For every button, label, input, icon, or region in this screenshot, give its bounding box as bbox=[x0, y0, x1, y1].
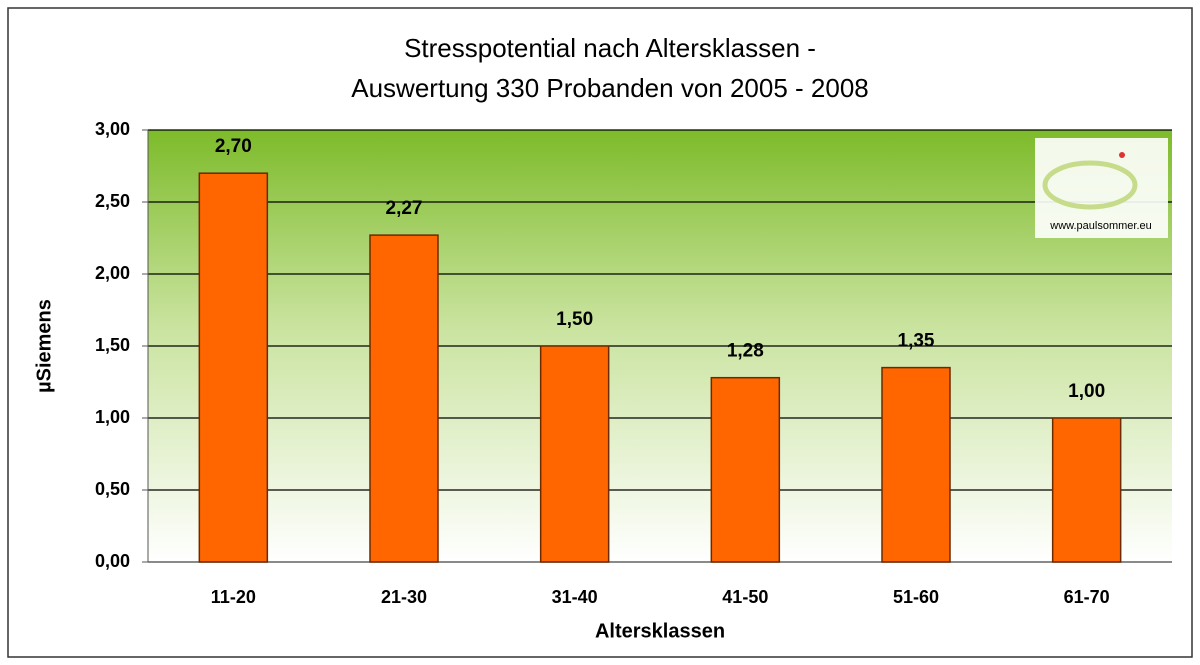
value-label: 1,35 bbox=[898, 331, 935, 352]
logo-swirl bbox=[1042, 160, 1138, 210]
y-tick-label: 0,00 bbox=[95, 551, 130, 571]
bar bbox=[539, 345, 610, 563]
bar bbox=[369, 234, 439, 563]
bar bbox=[881, 366, 951, 563]
x-tick-label: 21-30 bbox=[381, 587, 427, 607]
x-tick-label: 11-20 bbox=[211, 587, 256, 607]
x-tick-label: 31-40 bbox=[552, 587, 598, 607]
y-tick-label: 1,00 bbox=[95, 407, 130, 427]
y-tick-label: 2,50 bbox=[95, 191, 130, 211]
y-tick-label: 2,00 bbox=[95, 263, 130, 283]
y-tick-label: 1,50 bbox=[95, 335, 130, 355]
bar bbox=[710, 376, 781, 563]
value-label: 2,27 bbox=[386, 198, 423, 219]
logo-box bbox=[1035, 138, 1168, 238]
bar bbox=[1051, 417, 1122, 563]
value-label: 2,70 bbox=[215, 136, 252, 157]
x-tick-label: 41-50 bbox=[722, 587, 768, 607]
y-tick-label: 0,50 bbox=[95, 479, 130, 499]
logo-dot bbox=[1119, 152, 1125, 158]
x-axis-label: Altersklassen bbox=[595, 620, 725, 642]
value-label: 1,28 bbox=[727, 341, 764, 362]
y-tick-label: 3,00 bbox=[95, 119, 130, 139]
value-label: 1,50 bbox=[556, 309, 593, 330]
value-label: 1,00 bbox=[1068, 381, 1105, 402]
x-tick-label: 51-60 bbox=[893, 587, 939, 607]
bar bbox=[198, 172, 269, 563]
x-tick-label: 61-70 bbox=[1064, 587, 1110, 607]
watermark: www.paulsommer.eu bbox=[1049, 220, 1152, 232]
chart-title: Auswertung 330 Probanden von 2005 - 2008 bbox=[351, 73, 869, 103]
logo: www.paulsommer.eu bbox=[1035, 138, 1168, 238]
y-axis-label: µSiemens bbox=[33, 299, 55, 393]
chart-title: Stresspotential nach Altersklassen - bbox=[404, 33, 816, 63]
